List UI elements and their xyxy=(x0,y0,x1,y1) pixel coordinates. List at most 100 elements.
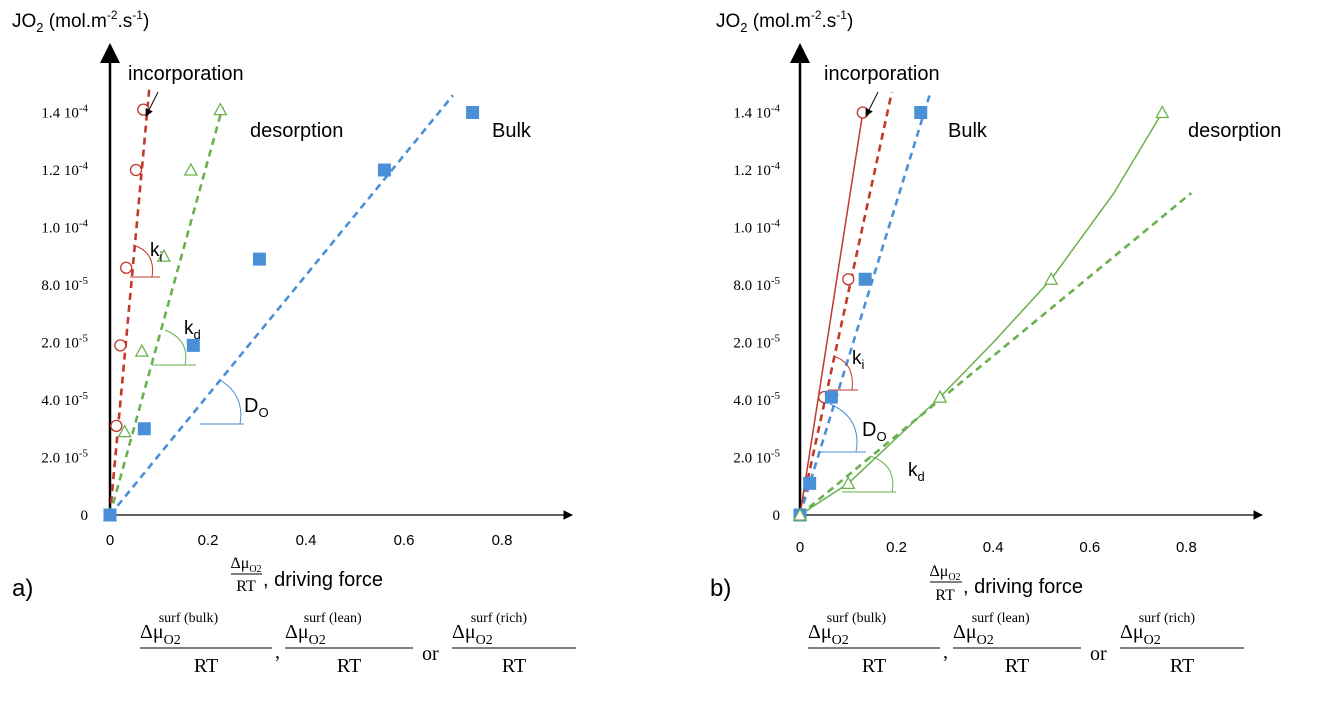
caption-b: ΔμO2surf (bulk) RT,ΔμO2surf (lean) RT ΔμO2s… xyxy=(808,611,1244,677)
fit-line xyxy=(108,106,224,516)
kd-label: kd xyxy=(184,318,201,342)
x-tick-label: 0 xyxy=(106,532,114,549)
caption-denominator: RT xyxy=(1005,655,1029,677)
x-tick-label: 0.6 xyxy=(394,532,415,549)
incorporation-arrow xyxy=(865,91,879,117)
point-desorption xyxy=(117,424,132,438)
x-title-denominator: RT xyxy=(935,587,955,604)
y-tick-label: 0 xyxy=(773,508,781,524)
panel-label-b: b) xyxy=(710,575,731,602)
point-incorporation xyxy=(856,106,869,119)
caption-numerator: ΔμO2surf (bulk) xyxy=(140,611,219,648)
point-desorption xyxy=(1044,271,1059,285)
y-axis-title: JO2 (mol.m-2.s-1) xyxy=(716,8,853,35)
point-Bulk xyxy=(103,508,117,522)
x-title-numerator: ΔμO2 xyxy=(929,563,960,583)
y-tick-label: 2.0 10-5 xyxy=(41,448,88,467)
x-axis-title: ΔμO2 RT , driving force xyxy=(230,555,383,595)
incorporation-arrow xyxy=(145,91,159,117)
caption-numerator: ΔμO2surf (lean) xyxy=(285,611,362,648)
fit-lines xyxy=(798,91,1193,517)
chart-panel-a: JO2 (mol.m-2.s-1) 0 2.0 10-5 4.0 10-5 2.0 1… xyxy=(12,8,573,602)
caption-numerator: ΔμO2surf (lean) xyxy=(953,611,1030,648)
x-tick-label: 0.8 xyxy=(1176,539,1197,556)
panel-label-a: a) xyxy=(12,575,33,602)
point-incorporation xyxy=(114,339,127,352)
do-angle-arc xyxy=(219,379,242,425)
y-tick-labels: 0 2.0 10-5 4.0 10-5 2.0 10-5 8.0 10-5 1.0 10-… xyxy=(733,103,780,525)
chart-panel-b: JO2 (mol.m-2.s-1) 0 2.0 10-5 4.0 10-5 2.0 1… xyxy=(710,8,1281,604)
point-Bulk xyxy=(914,106,928,119)
caption-denominator: RT xyxy=(1170,655,1194,677)
incorporation-label: incorporation xyxy=(824,63,940,85)
y-tick-label: 0 xyxy=(81,508,89,524)
x-tick-label: 0.2 xyxy=(198,532,219,549)
point-desorption xyxy=(156,248,171,262)
point-desorption xyxy=(792,507,808,521)
kd-label: kd xyxy=(908,460,925,484)
point-desorption xyxy=(134,343,149,357)
data-points xyxy=(102,102,480,522)
x-tick-label: 0.4 xyxy=(983,539,1004,556)
caption-a: ΔμO2surf (bulk) RT,ΔμO2surf (lean) RT ΔμO2s… xyxy=(140,611,576,677)
caption-numerator: ΔμO2surf (bulk) xyxy=(808,611,887,648)
caption-or: or xyxy=(1090,643,1107,665)
do-angle-arc xyxy=(829,403,858,453)
x-tick-labels: 0 0.2 0.4 0.6 0.8 xyxy=(796,539,1197,556)
caption-numerator: ΔμO2surf (rich) xyxy=(452,611,527,648)
desorption-curve xyxy=(799,112,1163,516)
point-Bulk xyxy=(186,338,200,352)
point-Bulk xyxy=(137,422,151,436)
fit-line xyxy=(798,91,932,516)
point-Bulk xyxy=(824,390,838,404)
data-points xyxy=(792,105,1170,522)
point-incorporation xyxy=(129,163,143,177)
point-desorption xyxy=(932,389,948,403)
y-tick-label: 2.0 10-5 xyxy=(733,448,780,467)
x-tick-label: 0.6 xyxy=(1079,539,1100,556)
y-tick-label: 1.4 10-4 xyxy=(41,103,88,122)
fit-line xyxy=(108,89,151,516)
ki-angle-arc xyxy=(132,244,154,278)
point-incorporation xyxy=(842,273,855,286)
kd-angle-arc xyxy=(164,329,187,366)
y-tick-label: 1.4 10-4 xyxy=(733,103,780,122)
caption-denominator: RT xyxy=(502,655,526,677)
incorporation-label: incorporation xyxy=(128,63,244,85)
point-desorption xyxy=(213,102,228,116)
caption-denominator: RT xyxy=(337,655,361,677)
y-tick-label: 1.2 10-4 xyxy=(41,160,88,179)
caption-denominator: RT xyxy=(194,655,218,677)
x-tick-label: 0 xyxy=(796,539,804,556)
caption-comma: , xyxy=(943,641,948,663)
point-Bulk xyxy=(858,272,872,286)
y-tick-label: 8.0 10-5 xyxy=(733,275,780,294)
y-tick-label: 1.0 10-4 xyxy=(41,218,88,237)
y-tick-label: 1.0 10-4 xyxy=(733,218,780,237)
ki-label: ki xyxy=(852,348,865,372)
y-tick-label: 4.0 10-5 xyxy=(41,390,88,409)
point-desorption xyxy=(841,476,856,490)
fit-line xyxy=(108,94,455,516)
ki-label: ki xyxy=(150,240,163,264)
desorption-label: desorption xyxy=(1188,120,1281,142)
point-Bulk xyxy=(803,476,817,490)
y-tick-label: 4.0 10-5 xyxy=(733,390,780,409)
caption-or: or xyxy=(422,643,439,665)
fit-line xyxy=(799,112,864,516)
point-Bulk xyxy=(377,163,391,177)
x-tick-labels: 0 0.2 0.4 0.6 0.8 xyxy=(106,532,513,549)
fit-line xyxy=(798,92,894,516)
fit-line xyxy=(799,191,1193,517)
x-title-text: , driving force xyxy=(963,576,1083,598)
caption-comma: , xyxy=(275,641,280,663)
point-Bulk xyxy=(252,252,266,266)
x-title-text: , driving force xyxy=(263,569,383,591)
point-desorption xyxy=(1155,105,1170,119)
x-title-numerator: ΔμO2 xyxy=(230,555,261,575)
x-title-denominator: RT xyxy=(236,578,256,595)
y-axis-title: JO2 (mol.m-2.s-1) xyxy=(12,8,149,35)
bulk-label: Bulk xyxy=(492,120,532,142)
y-tick-label: 2.0 10-5 xyxy=(733,333,780,352)
